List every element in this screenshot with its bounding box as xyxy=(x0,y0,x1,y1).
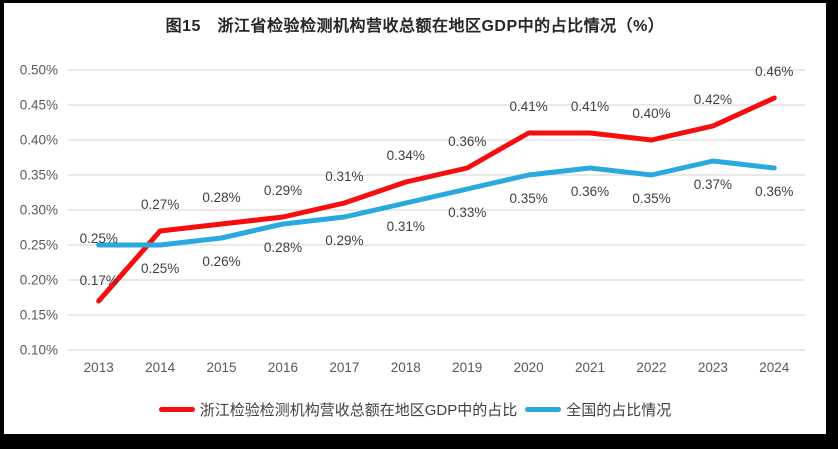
legend-label-national: 全国的占比情况 xyxy=(566,402,672,419)
legend-item-national: 全国的占比情况 xyxy=(525,399,671,420)
chart-plot-area: 0.10% 0.15% 0.20% 0.25% 0.30% 0.35% 0.40% 0.45%… xyxy=(20,63,805,375)
y-axis-tick-label: 0.30% xyxy=(20,203,58,218)
legend-label-zhejiang: 浙江检验检测机构营收总额在地区GDP中的占比 xyxy=(199,402,518,419)
data-label-series-0: 0.27% xyxy=(141,197,179,212)
data-label-series-0: 0.31% xyxy=(325,169,363,184)
chart-legend: 浙江检验检测机构营收总额在地区GDP中的占比 全国的占比情况 xyxy=(4,399,826,420)
data-label-series-1: 0.36% xyxy=(571,184,609,199)
x-axis-tick-label: 2013 xyxy=(84,360,114,375)
x-axis-tick-label: 2022 xyxy=(636,360,666,375)
y-axis-tick-label: 0.45% xyxy=(20,98,58,113)
data-label-series-0: 0.28% xyxy=(202,190,240,205)
data-label-series-1: 0.25% xyxy=(141,261,179,276)
x-axis-tick-label: 2024 xyxy=(759,360,790,375)
data-label-series-1: 0.29% xyxy=(325,233,363,248)
data-label-series-1: 0.36% xyxy=(755,184,793,199)
series-line-0 xyxy=(96,95,777,304)
data-label-series-1: 0.26% xyxy=(202,254,240,269)
legend-item-zhejiang: 浙江检验检测机构营收总额在地区GDP中的占比 xyxy=(158,399,518,420)
y-axis-tick-label: 0.20% xyxy=(20,273,58,288)
data-label-series-1: 0.33% xyxy=(448,205,486,220)
data-label-series-0: 0.41% xyxy=(509,99,547,114)
x-axis-tick-label: 2016 xyxy=(268,360,298,375)
data-label-series-0: 0.36% xyxy=(448,134,486,149)
x-axis-tick-label: 2023 xyxy=(698,360,728,375)
legend-line-blue-icon xyxy=(525,407,562,412)
data-label-series-1: 0.35% xyxy=(509,191,547,206)
legend-line-red-icon xyxy=(158,407,195,412)
data-label-series-0: 0.29% xyxy=(264,183,302,198)
data-label-series-0: 0.34% xyxy=(387,148,425,163)
data-label-series-0: 0.42% xyxy=(694,92,732,107)
data-label-series-0: 0.17% xyxy=(80,273,118,288)
y-axis-tick-label: 0.40% xyxy=(20,133,58,148)
data-label-series-0: 0.46% xyxy=(755,64,793,79)
data-label-series-0: 0.41% xyxy=(571,99,609,114)
x-axis-tick-label: 2018 xyxy=(391,360,421,375)
data-label-series-1: 0.37% xyxy=(694,177,732,192)
x-axis-tick-label: 2021 xyxy=(575,360,605,375)
y-axis-tick-label: 0.50% xyxy=(20,63,58,78)
chart-title: 图15 浙江省检验检测机构营收总额在地区GDP中的占比情况（%） xyxy=(165,18,665,35)
x-axis-tick-label: 2015 xyxy=(207,360,237,375)
series-line-1 xyxy=(96,158,777,248)
x-axis-tick-label: 2014 xyxy=(145,360,176,375)
y-axis-tick-label: 0.10% xyxy=(20,343,58,358)
x-axis-tick-label: 2017 xyxy=(329,360,359,375)
y-axis-tick-label: 0.15% xyxy=(20,308,58,323)
x-axis-tick-label: 2020 xyxy=(514,360,544,375)
y-axis-tick-label: 0.25% xyxy=(20,238,58,253)
data-label-series-1: 0.31% xyxy=(387,219,425,234)
x-axis-tick-label: 2019 xyxy=(452,360,482,375)
data-label-series-1: 0.28% xyxy=(264,240,302,255)
data-label-series-1: 0.25% xyxy=(80,231,118,246)
y-axis-tick-label: 0.35% xyxy=(20,168,58,183)
data-label-series-1: 0.35% xyxy=(632,191,670,206)
data-label-series-0: 0.40% xyxy=(632,106,670,121)
